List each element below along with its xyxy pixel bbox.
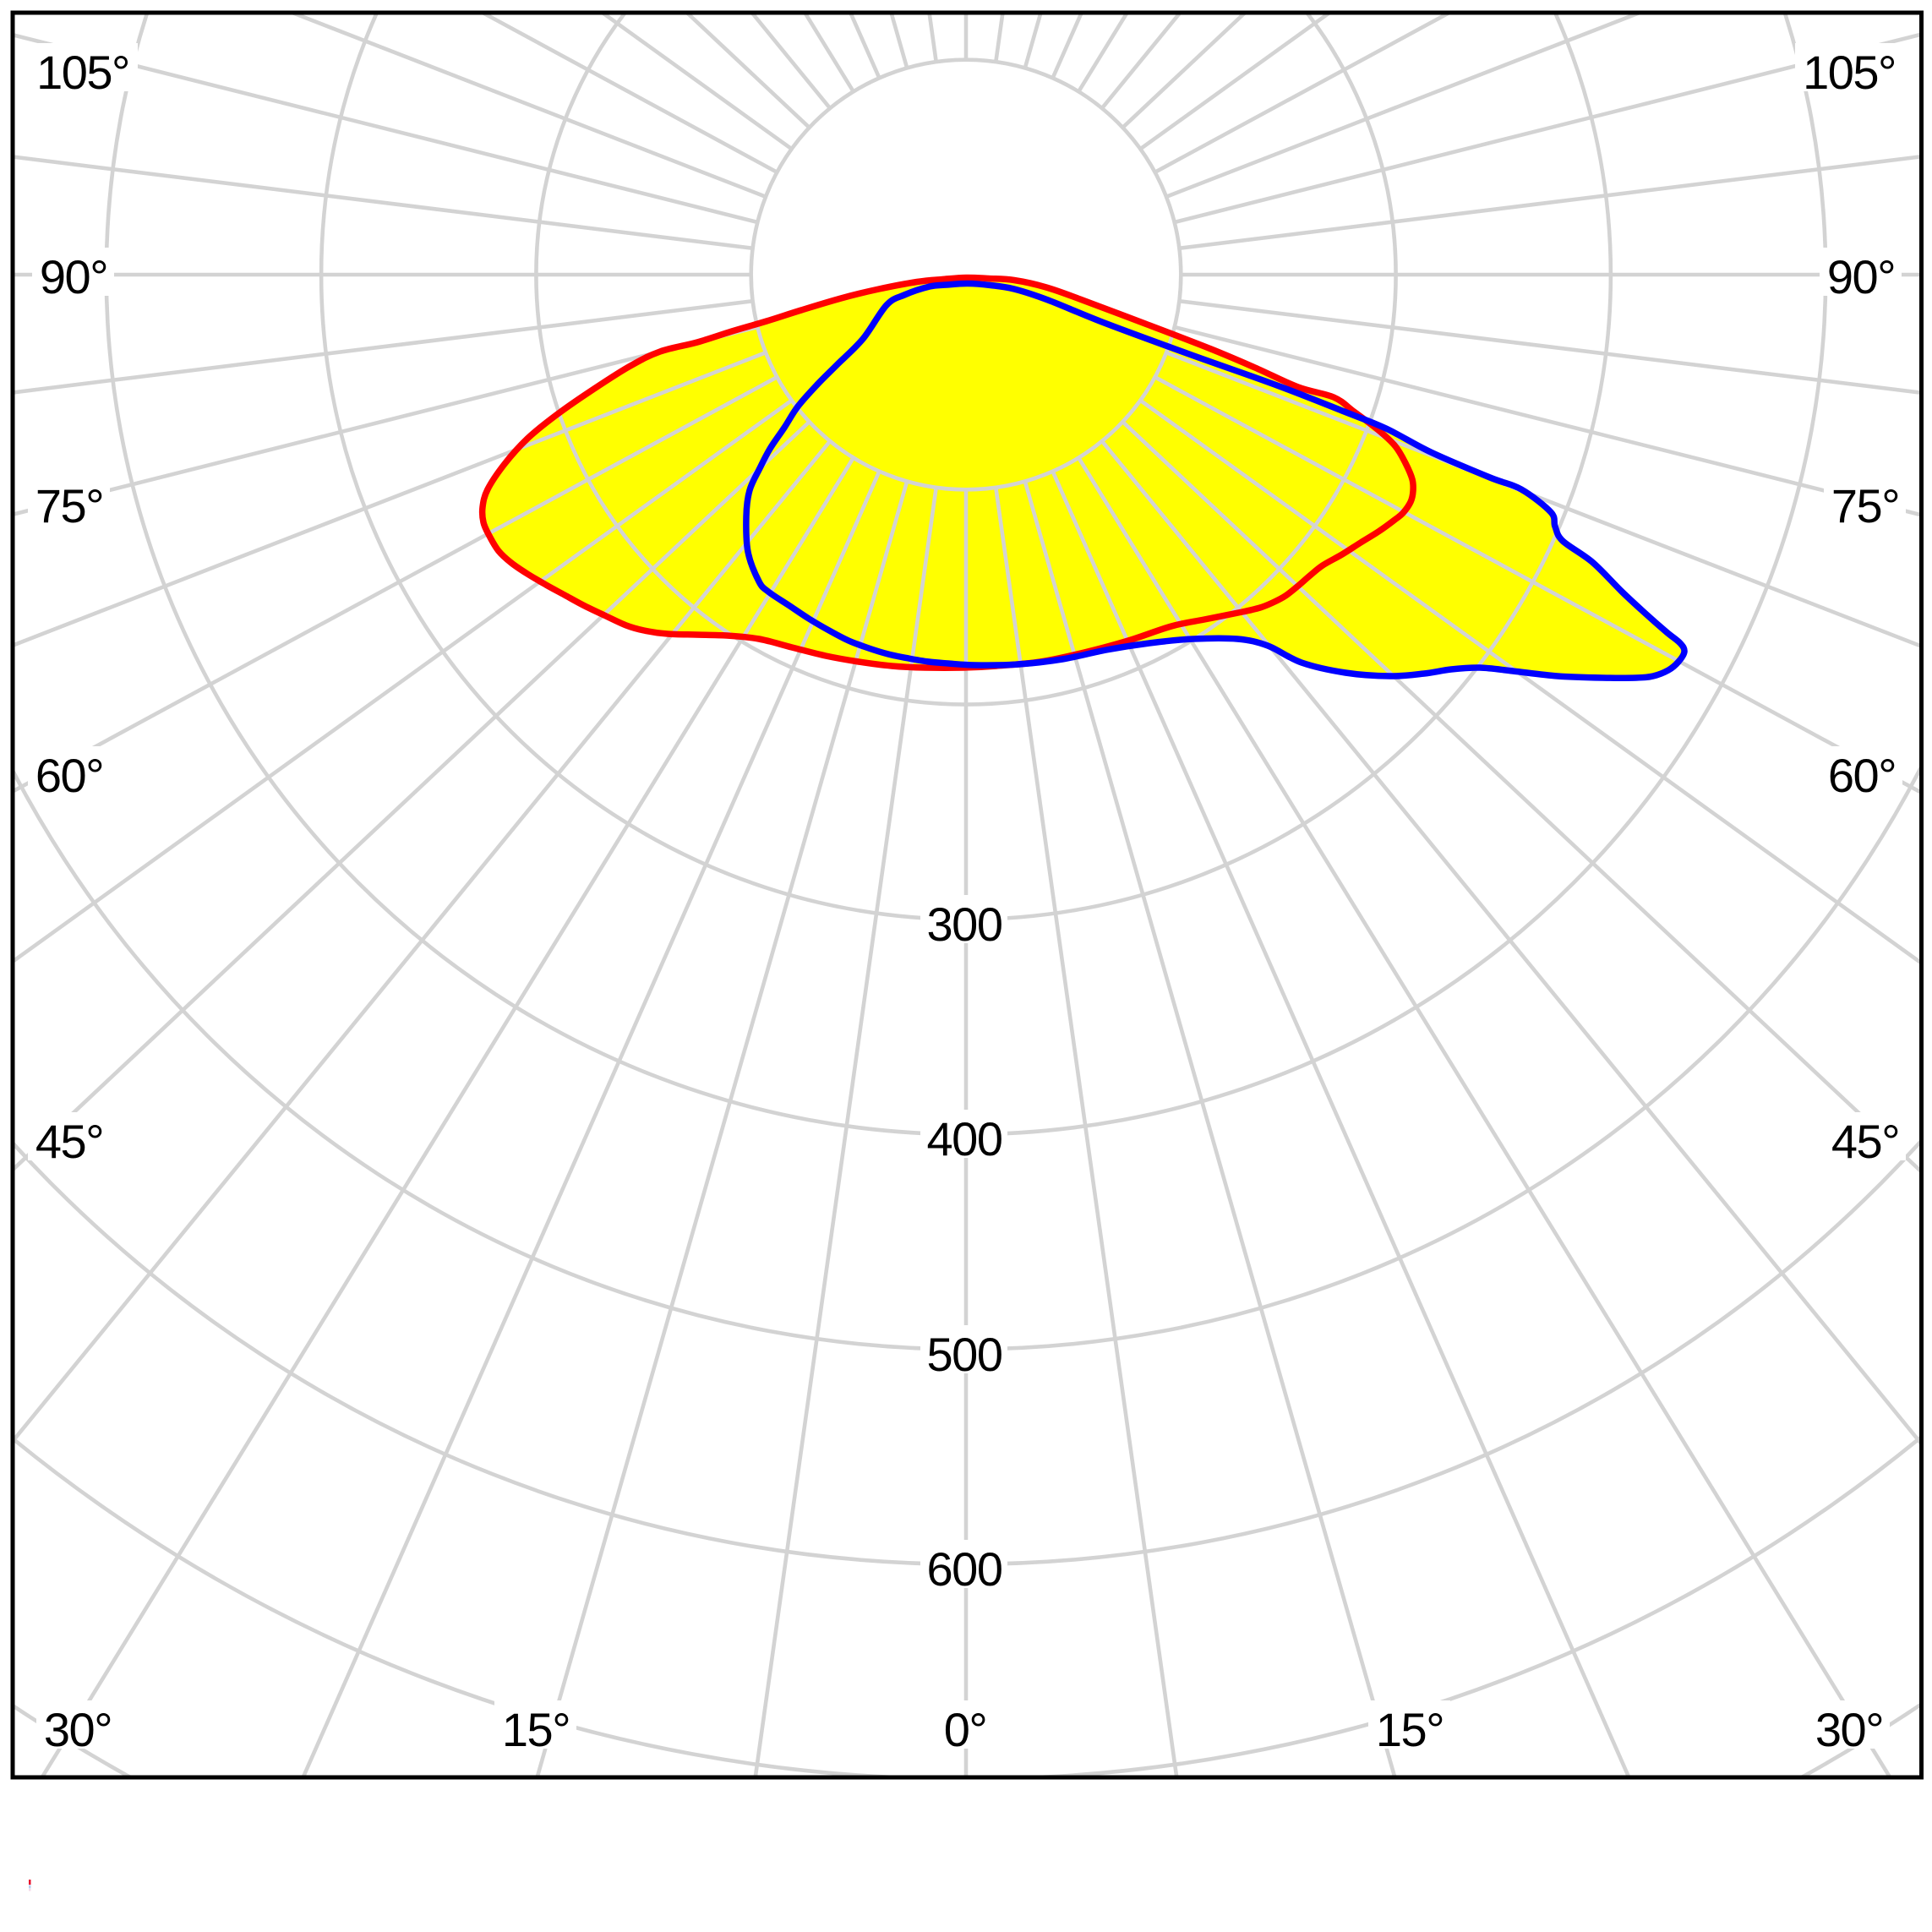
svg-text:400: 400 [927, 1112, 1002, 1165]
svg-text:105°: 105° [36, 46, 129, 99]
svg-text:600: 600 [927, 1542, 1002, 1596]
svg-text:90°: 90° [1827, 250, 1895, 303]
svg-text:0°: 0° [944, 1703, 987, 1756]
svg-text:75°: 75° [35, 479, 103, 532]
svg-text:15°: 15° [502, 1703, 570, 1756]
svg-text:60°: 60° [1828, 749, 1896, 802]
svg-text:90°: 90° [40, 250, 107, 303]
svg-text:60°: 60° [35, 749, 103, 802]
svg-text:75°: 75° [1831, 479, 1899, 532]
svg-text:45°: 45° [1831, 1115, 1899, 1168]
svg-text:500: 500 [927, 1328, 1002, 1381]
svg-text:45°: 45° [35, 1115, 103, 1168]
svg-text:30°: 30° [44, 1703, 112, 1756]
svg-text:30°: 30° [1815, 1703, 1883, 1756]
svg-text:15°: 15° [1376, 1703, 1444, 1756]
svg-text:300: 300 [927, 898, 1002, 951]
svg-text:105°: 105° [1803, 46, 1896, 99]
